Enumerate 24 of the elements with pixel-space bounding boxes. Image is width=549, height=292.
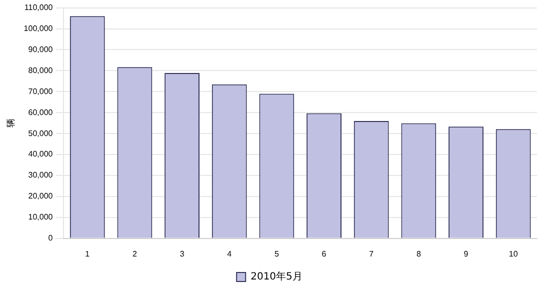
x-tick-label: 10: [508, 249, 518, 258]
legend-label: 2010年5月: [250, 270, 302, 283]
x-tick-label: 2: [132, 249, 138, 258]
x-tick-label: 4: [227, 249, 232, 258]
x-tick-label: 9: [464, 249, 469, 258]
y-tick-label: 90,000: [28, 44, 54, 54]
x-tick-label: 8: [416, 249, 422, 258]
y-tick-label: 60,000: [28, 108, 54, 117]
y-tick-label: 30,000: [28, 170, 54, 180]
y-tick-label: 10,000: [28, 212, 54, 222]
y-tick-label: 50,000: [28, 128, 54, 138]
x-tick-label: 7: [369, 249, 374, 258]
y-tick-label: 40,000: [28, 150, 54, 159]
x-tick-label: 1: [85, 249, 90, 258]
y-tick-label: 100,000: [24, 24, 54, 33]
y-tick-label: 0: [48, 234, 54, 243]
y-tick-label: 110,000: [24, 3, 54, 12]
y-axis-title: 辆: [6, 118, 17, 128]
y-tick-label: 80,000: [28, 66, 54, 75]
x-tick-label: 6: [322, 249, 327, 258]
y-tick-label: 20,000: [28, 192, 54, 201]
x-tick-label: 3: [180, 249, 185, 258]
x-tick-label: 5: [274, 249, 280, 258]
y-tick-label: 70,000: [28, 86, 54, 96]
